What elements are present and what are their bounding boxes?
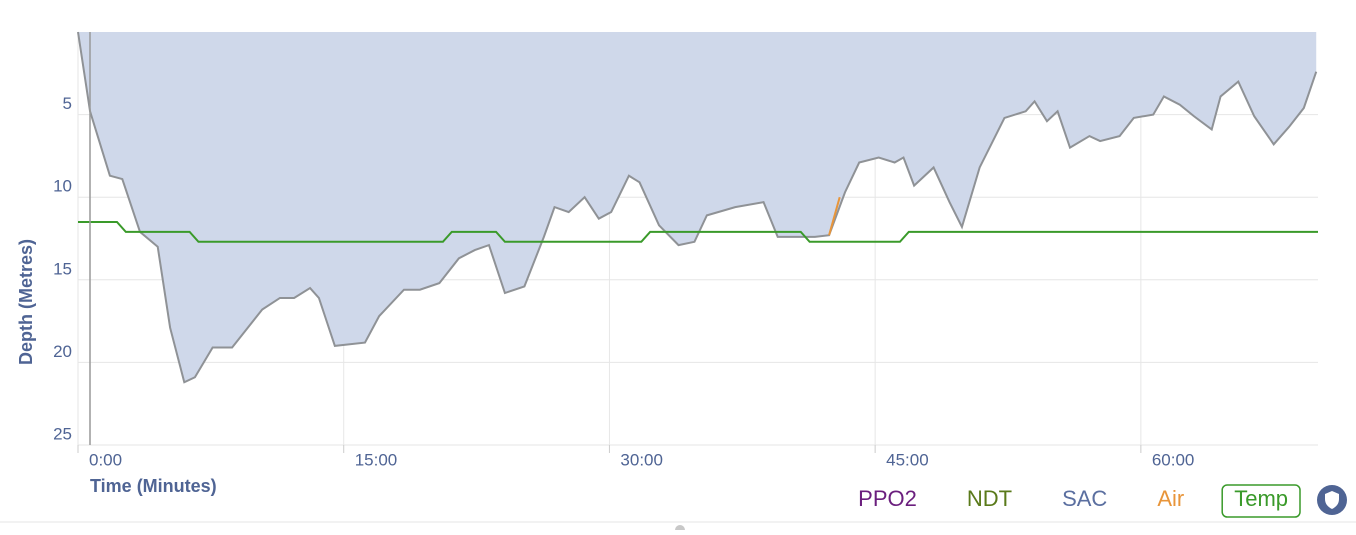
legend-selected-box — [1221, 484, 1301, 518]
y-tick-label: 5 — [63, 94, 72, 113]
y-tick-label: 20 — [53, 342, 72, 361]
legend-item[interactable]: NDT — [967, 486, 1012, 511]
series-line — [78, 220, 1318, 243]
series-line — [77, 31, 1318, 384]
legend-item[interactable]: Temp — [1234, 486, 1288, 511]
x-tick-label: 30:00 — [620, 450, 663, 469]
series-line — [828, 196, 841, 236]
x-tick-label: 45:00 — [886, 450, 929, 469]
y-axis-label: Depth (Metres) — [16, 239, 36, 365]
legend-item[interactable]: PPO2 — [858, 486, 917, 511]
x-tick-label: 0:00 — [89, 450, 122, 469]
legend-item[interactable]: SAC — [1062, 486, 1107, 511]
x-axis-label: Time (Minutes) — [90, 476, 217, 496]
y-tick-label: 25 — [53, 424, 72, 443]
shield-icon[interactable] — [1317, 485, 1347, 515]
depth-area — [78, 32, 1317, 383]
x-tick-label: 15:00 — [355, 450, 398, 469]
legend-item[interactable]: Air — [1157, 486, 1184, 511]
x-tick-label: 60:00 — [1152, 450, 1195, 469]
y-tick-label: 10 — [53, 177, 72, 196]
scroll-handle[interactable] — [675, 525, 685, 535]
y-tick-label: 15 — [53, 259, 72, 278]
